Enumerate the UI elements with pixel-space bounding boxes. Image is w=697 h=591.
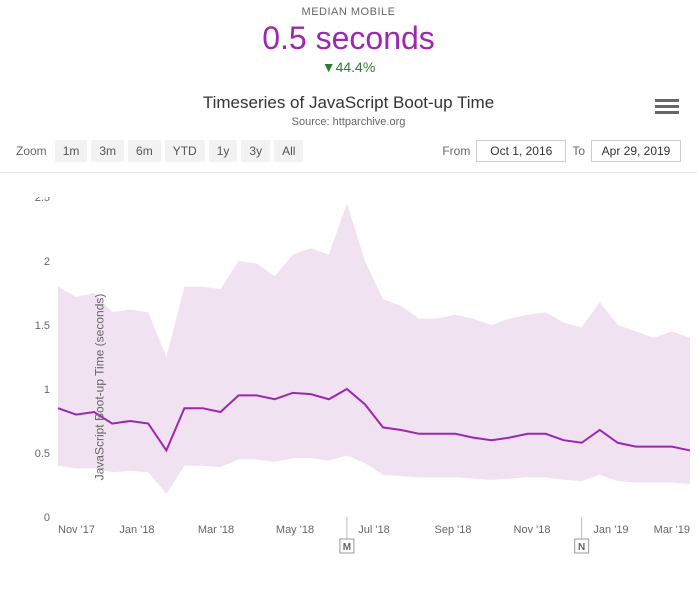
y-tick-label: 0 — [44, 512, 50, 524]
x-tick-label: Jul '18 — [358, 524, 389, 536]
zoom-button-3m[interactable]: 3m — [91, 140, 124, 162]
chart-menu-button[interactable] — [655, 95, 679, 117]
chart-area: JavaScript Boot-up Time (seconds) 0 0.5 1 1… — [0, 197, 697, 577]
x-tick-label: Jan '19 — [593, 524, 628, 536]
x-tick-label: Mar '19 — [654, 524, 690, 536]
x-tick-label: Nov '17 — [58, 524, 95, 536]
x-tick-label: May '18 — [276, 524, 314, 536]
zoom-label: Zoom — [16, 144, 47, 158]
y-tick-label: 2.5 — [35, 197, 50, 204]
nav-marker-label: N — [578, 542, 585, 553]
metric-change-text: 44.4% — [336, 59, 376, 75]
chart-controls: Zoom 1m3m6mYTD1y3yAll From To — [0, 128, 697, 173]
nav-marker-label: M — [343, 542, 351, 553]
metric-header: MEDIAN MOBILE 0.5 seconds ▼44.4% — [0, 0, 697, 75]
zoom-button-1m[interactable]: 1m — [55, 140, 88, 162]
y-tick-label: 1.5 — [35, 320, 50, 332]
hamburger-icon — [655, 105, 679, 108]
metric-change-arrow: ▼ — [322, 59, 336, 75]
chart-source: Source: httparchive.org — [0, 116, 697, 128]
y-axis-title: JavaScript Boot-up Time (seconds) — [92, 294, 106, 481]
hamburger-icon — [655, 111, 679, 114]
zoom-button-1y[interactable]: 1y — [209, 140, 238, 162]
zoom-button-all[interactable]: All — [274, 140, 303, 162]
x-tick-label: Sep '18 — [435, 524, 472, 536]
chart-title: Timeseries of JavaScript Boot-up Time — [0, 93, 697, 113]
zoom-buttons: 1m3m6mYTD1y3yAll — [55, 140, 308, 162]
to-label: To — [572, 144, 585, 158]
zoom-button-ytd[interactable]: YTD — [165, 140, 205, 162]
y-tick-label: 1 — [44, 384, 50, 396]
from-date-input[interactable] — [476, 140, 566, 162]
x-tick-label: Mar '18 — [198, 524, 234, 536]
y-tick-label: 2 — [44, 256, 50, 268]
zoom-button-3y[interactable]: 3y — [241, 140, 270, 162]
y-tick-label: 0.5 — [35, 448, 50, 460]
hamburger-icon — [655, 99, 679, 102]
from-label: From — [442, 144, 470, 158]
metric-label: MEDIAN MOBILE — [0, 6, 697, 18]
metric-change: ▼44.4% — [0, 59, 697, 75]
chart-header: Timeseries of JavaScript Boot-up Time So… — [0, 93, 697, 128]
to-date-input[interactable] — [591, 140, 681, 162]
x-tick-label: Nov '18 — [514, 524, 551, 536]
zoom-button-6m[interactable]: 6m — [128, 140, 161, 162]
x-tick-label: Jan '18 — [119, 524, 154, 536]
metric-value: 0.5 seconds — [0, 20, 697, 57]
chart-range-area — [58, 203, 690, 494]
